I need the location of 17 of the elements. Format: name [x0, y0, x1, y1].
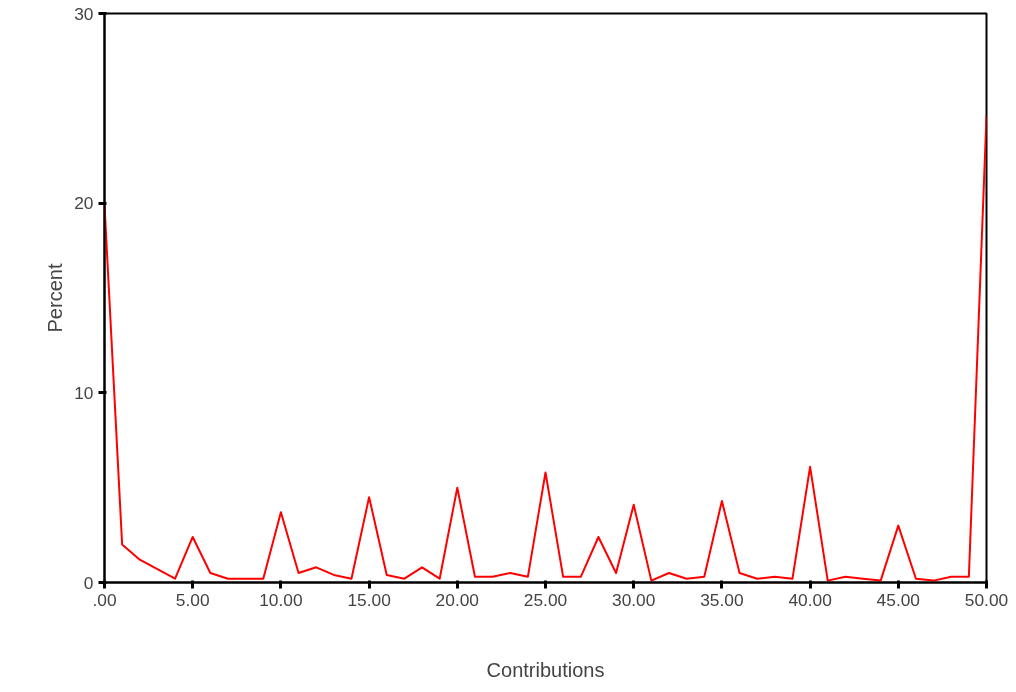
y-tick-label: 30: [74, 3, 94, 24]
x-tick-label: 5.00: [175, 589, 210, 610]
x-tick-label: 40.00: [788, 589, 832, 610]
x-tick-label: 15.00: [347, 589, 391, 610]
x-tick-label: 45.00: [876, 589, 920, 610]
y-tick-label: 20: [74, 193, 94, 214]
x-tick-label: 30.00: [612, 589, 656, 610]
x-tick-label: 50.00: [964, 589, 1009, 610]
x-tick-label: 25.00: [523, 589, 568, 610]
x-tick-label: 10.00: [259, 589, 303, 610]
y-tick-label: 10: [74, 382, 94, 403]
x-tick-label: 20.00: [435, 589, 479, 610]
x-axis-title: Contributions: [486, 658, 605, 681]
x-tick-label: .00: [92, 589, 117, 610]
x-tick-label: 35.00: [700, 589, 744, 610]
y-tick-label: 0: [83, 572, 94, 593]
y-axis-title: Percent: [44, 263, 67, 333]
